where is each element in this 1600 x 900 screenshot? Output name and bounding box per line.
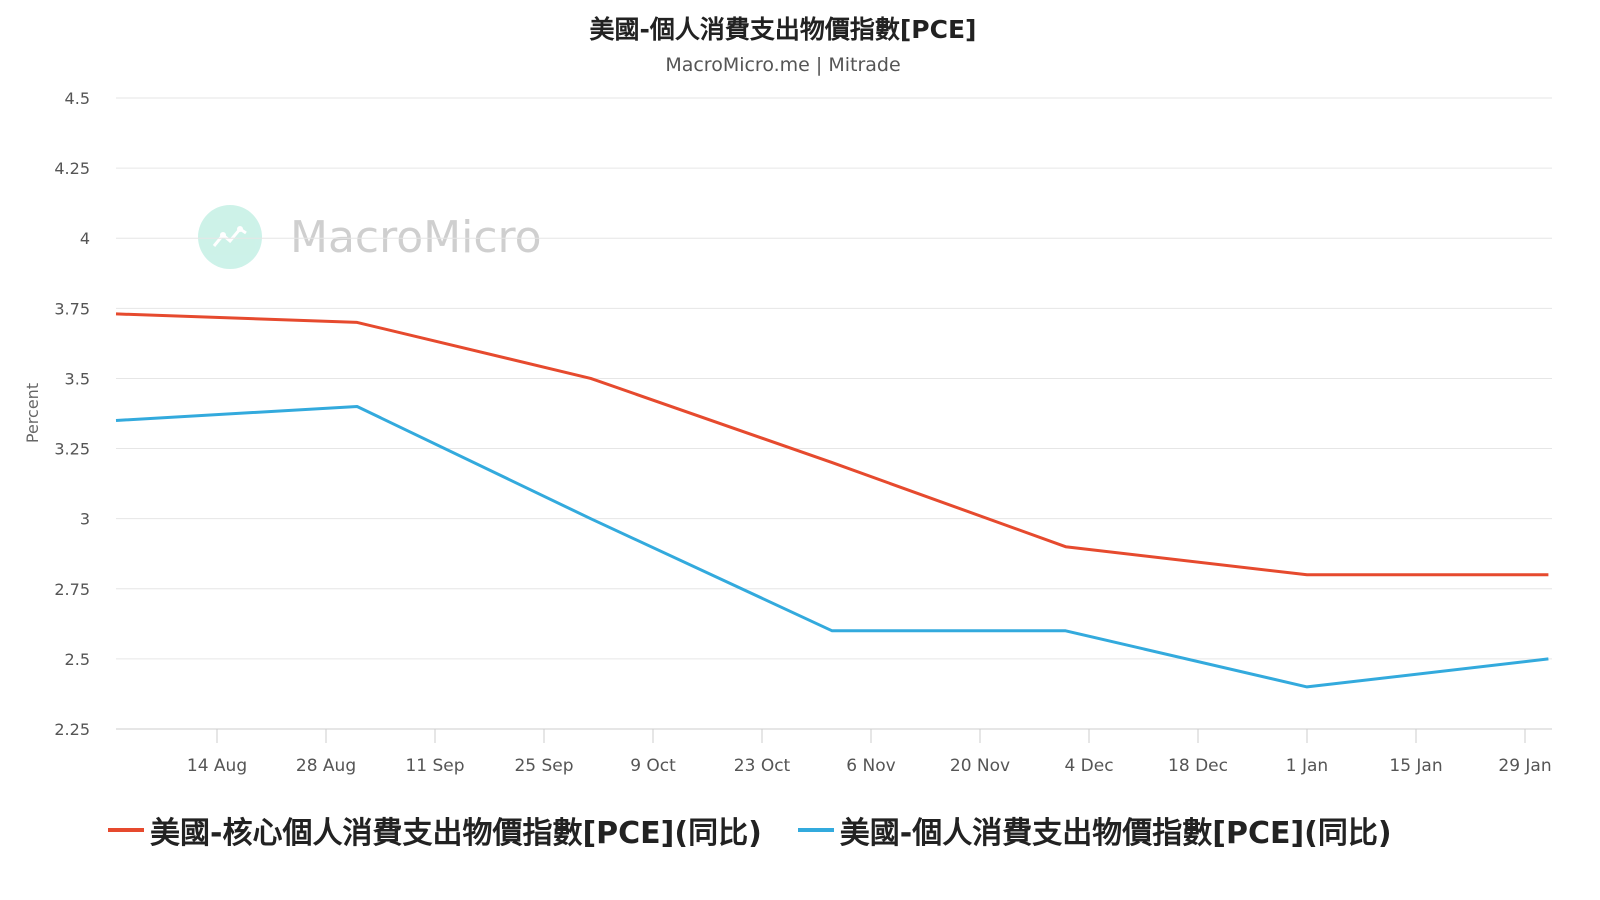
x-tick-label: 9 Oct	[630, 756, 676, 776]
legend: 美國-核心個人消費支出物價指數[PCE](同比) 美國-個人消費支出物價指數[P…	[108, 808, 1428, 852]
legend-swatch-headline	[797, 828, 834, 832]
x-tick-label: 20 Nov	[950, 756, 1010, 776]
y-tick-label: 4.5	[65, 89, 90, 108]
x-tick-label: 11 Sep	[405, 756, 464, 776]
legend-swatch-core	[108, 828, 144, 832]
y-tick-label: 3.75	[54, 299, 90, 318]
y-tick-label: 3.5	[65, 369, 90, 388]
x-tick-label: 29 Jan	[1498, 756, 1551, 776]
x-tick-label: 4 Dec	[1064, 756, 1113, 776]
legend-item-core[interactable]: 美國-核心個人消費支出物價指數[PCE](同比)	[108, 808, 762, 852]
x-tick-label: 1 Jan	[1286, 756, 1328, 776]
chart-title: 美國-個人消費支出物價指數[PCE]	[589, 15, 977, 44]
chart-subtitle: MacroMicro.me | Mitrade	[665, 54, 901, 76]
series-line-headline-pce[interactable]	[115, 405, 1549, 689]
chart-line-icon	[198, 205, 262, 269]
x-tick-label: 28 Aug	[296, 756, 356, 776]
y-tick-label: 2.25	[54, 720, 90, 739]
x-tick-label: 23 Oct	[734, 756, 791, 776]
series-lines	[115, 312, 1549, 689]
y-tick-label: 2.75	[54, 580, 90, 599]
x-tick-label: 6 Nov	[846, 756, 895, 776]
y-tick-label: 4.25	[54, 159, 90, 178]
watermark-text: MacroMicro	[290, 211, 542, 263]
x-tick-label: 25 Sep	[514, 756, 573, 776]
y-tick-label: 3	[80, 510, 90, 529]
x-axis-ticks: 14 Aug 28 Aug 11 Sep 25 Sep 9 Oct 23 Oct 6 Nov…	[187, 729, 1552, 776]
grid-lines	[116, 97, 1552, 660]
y-tick-label: 3.25	[54, 440, 90, 459]
legend-item-headline[interactable]: 美國-個人消費支出物價指數[PCE](同比)	[797, 808, 1392, 852]
watermark: MacroMicro	[198, 204, 542, 270]
series-line-core-pce[interactable]	[115, 312, 1549, 577]
x-tick-label: 15 Jan	[1389, 756, 1442, 776]
x-tick-label: 18 Dec	[1168, 756, 1228, 776]
y-axis-label: Percent	[23, 383, 42, 443]
line-chart: 4.5 4.25 4 3.75 3.5 3.25 3 2.75 2.5 2.25 14 Aug 28…	[23, 89, 1552, 776]
y-axis-ticks: 4.5 4.25 4 3.75 3.5 3.25 3 2.75 2.5 2.25	[54, 89, 90, 739]
y-tick-label: 4	[80, 229, 90, 248]
legend-label-core: 美國-核心個人消費支出物價指數[PCE](同比)	[150, 816, 762, 851]
legend-label-headline: 美國-個人消費支出物價指數[PCE](同比)	[839, 816, 1392, 851]
y-tick-label: 2.5	[65, 650, 90, 669]
x-tick-label: 14 Aug	[187, 756, 247, 776]
